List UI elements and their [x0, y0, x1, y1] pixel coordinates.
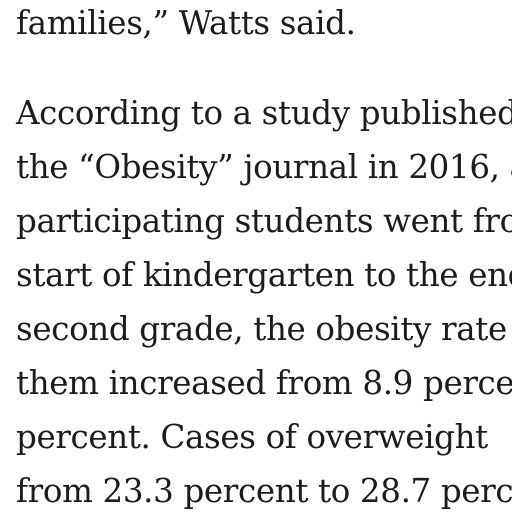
paragraph-line: families,” Watts said. [16, 4, 356, 42]
paragraph-line: from 23.3 percent to 28.7 percent [16, 472, 512, 510]
paragraph-line: participating students went from [16, 202, 512, 240]
paragraph-line: start of kindergarten to the end [16, 256, 512, 294]
paragraph-line: second grade, the obesity rate [16, 310, 507, 348]
paragraph-line: According to a study published in [16, 94, 512, 132]
paragraph-line: the “Obesity” journal in 2016, a [16, 148, 512, 186]
paragraph-line: them increased from 8.9 percent [16, 364, 512, 402]
paragraph-line: percent. Cases of overweight [16, 418, 488, 456]
